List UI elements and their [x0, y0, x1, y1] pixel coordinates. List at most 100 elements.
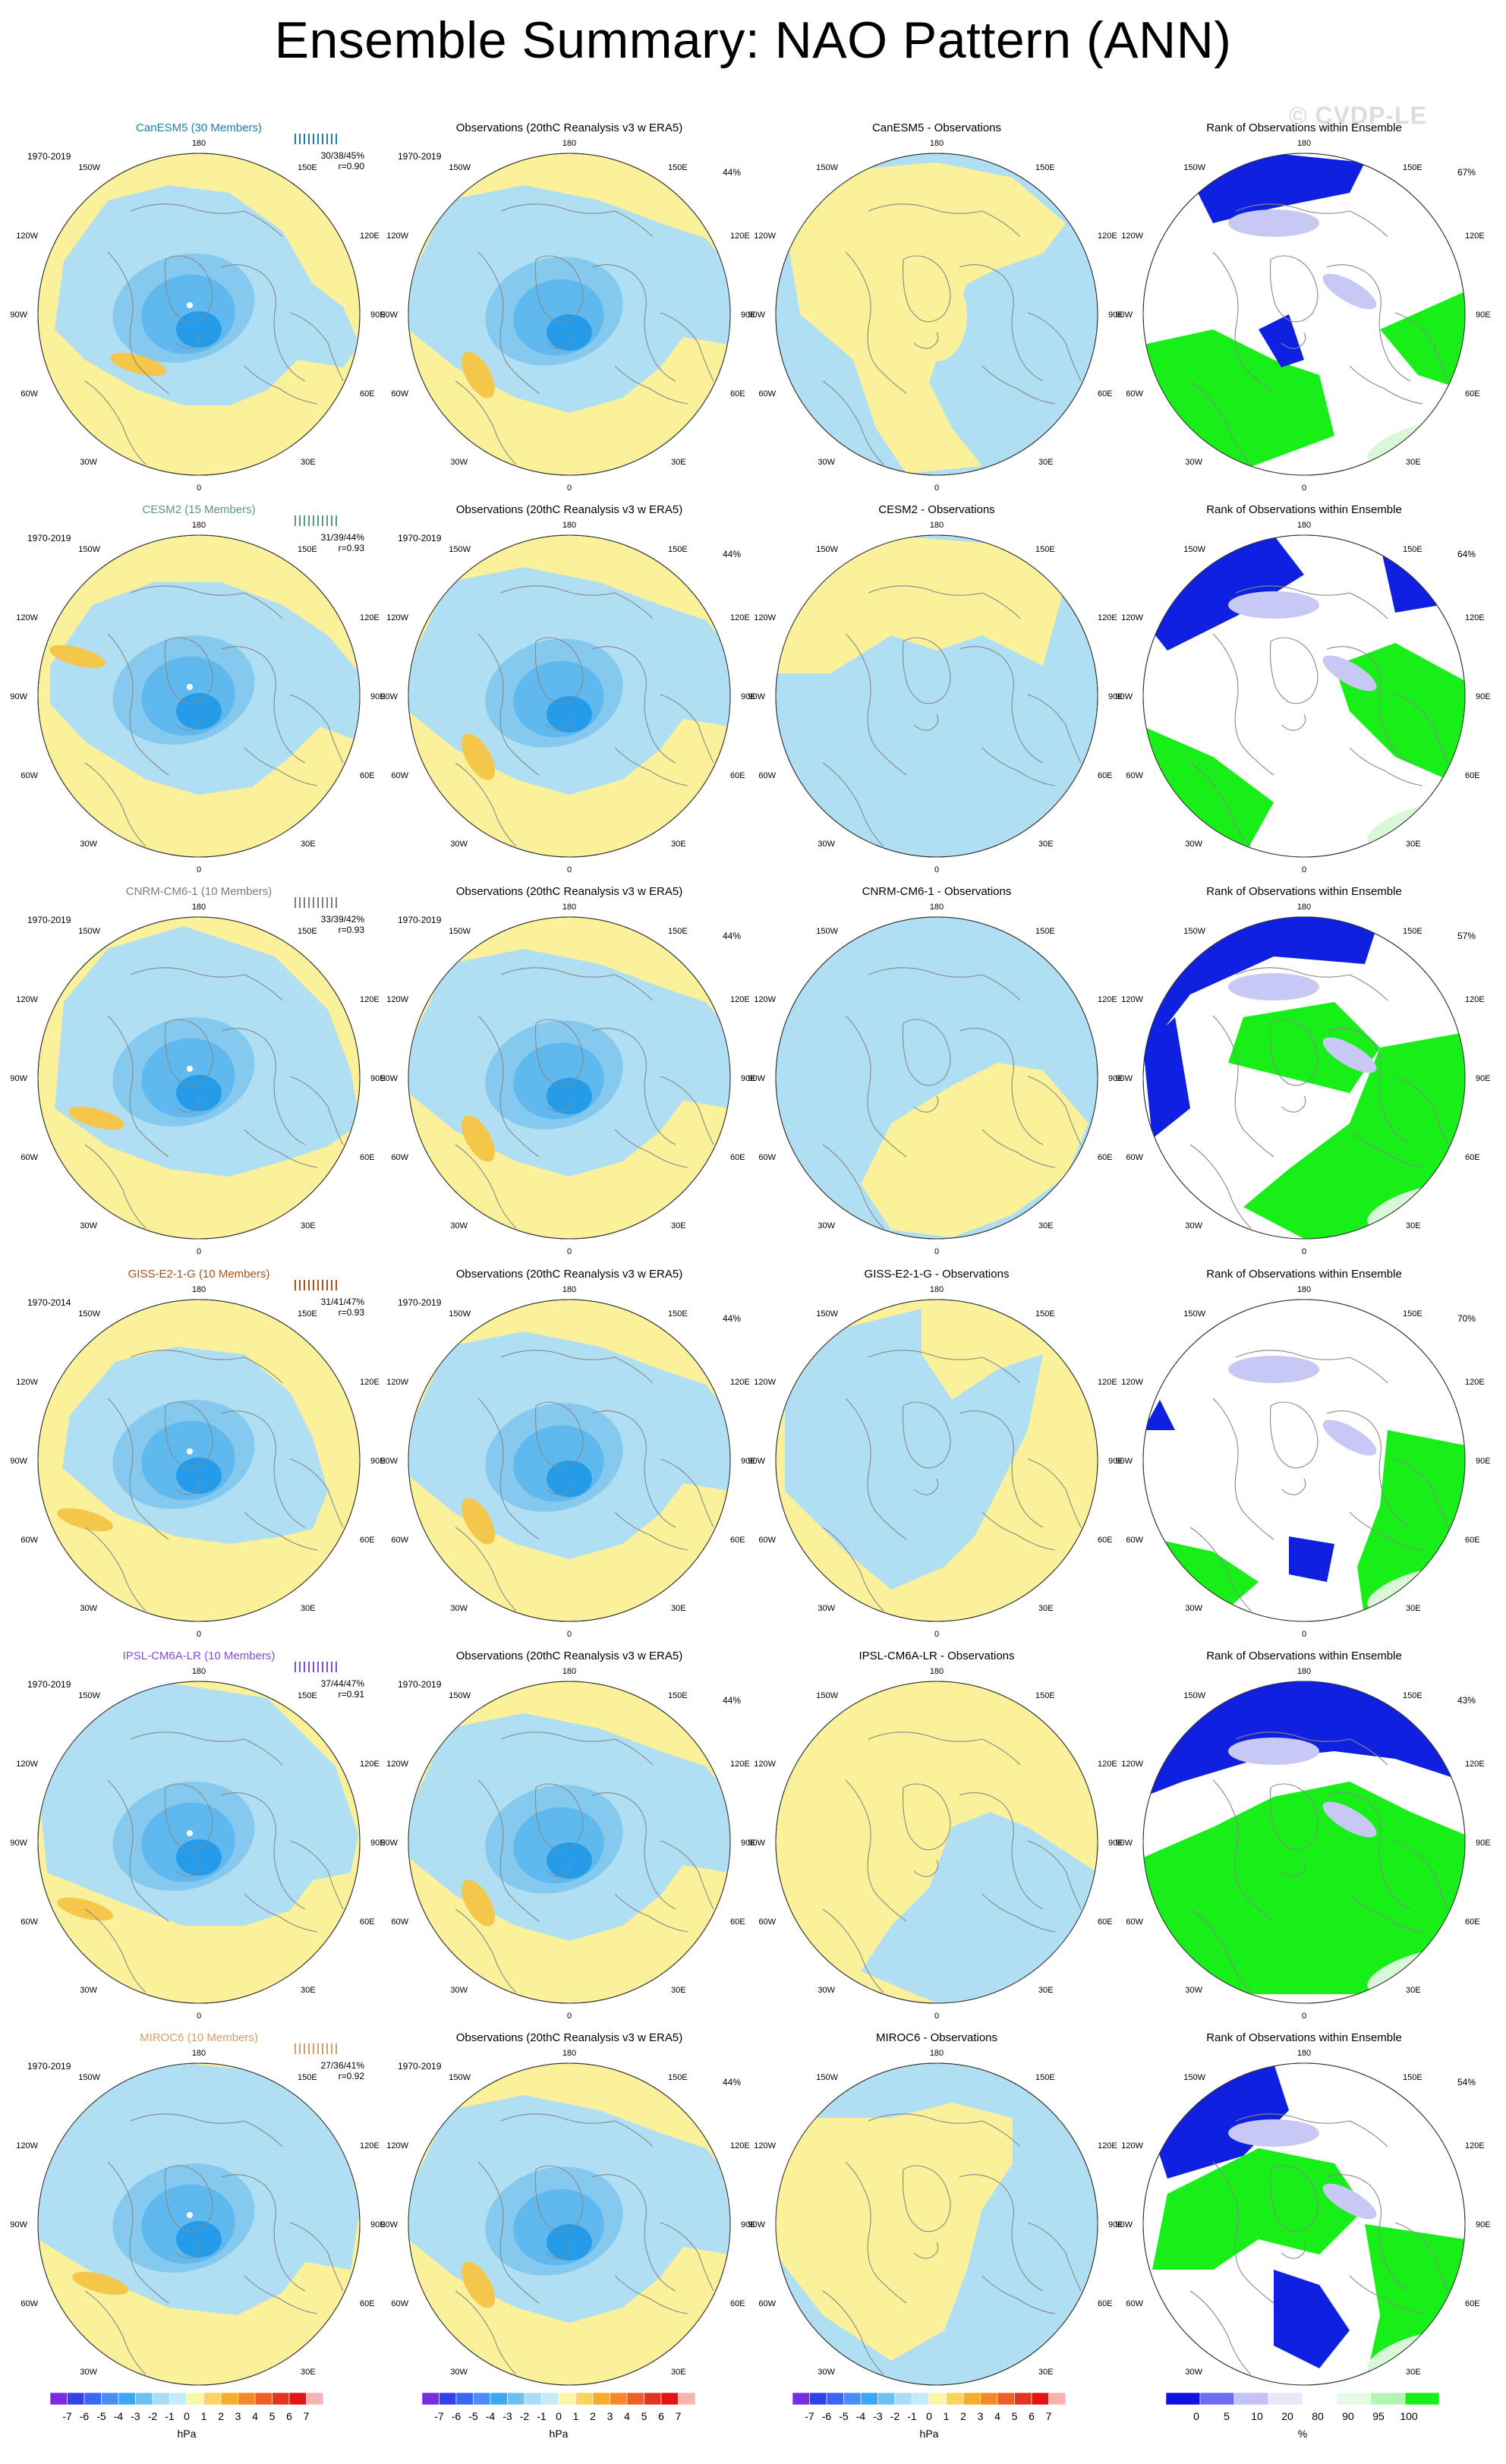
- period-label: 1970-2019: [398, 151, 442, 162]
- map-label-br: 30E: [301, 840, 316, 849]
- map-label-bl: 30W: [818, 1986, 835, 1995]
- positive-lobe: [462, 2261, 495, 2308]
- map-label-bl: 30W: [80, 1221, 97, 1230]
- panel-title: Observations (20thC Reanalysis v3 w ERA5…: [455, 1649, 683, 1662]
- panel-title: GISS-E2-1-G - Observations: [864, 1268, 1010, 1281]
- map-label-mr: 90E: [370, 2220, 386, 2229]
- map-label-lr: 60E: [1465, 1536, 1480, 1545]
- pattern-correlation: r=0.92: [338, 2071, 364, 2081]
- colorbar-tick: 5: [1224, 2410, 1230, 2422]
- map-label-ll: 60W: [391, 2299, 408, 2308]
- map-label-bl: 30W: [80, 1986, 97, 1995]
- coastlines: [822, 967, 1082, 1229]
- map-label-tl: 150W: [816, 2073, 838, 2082]
- map-label-ul: 120W: [386, 995, 408, 1004]
- map-label-ll: 60W: [20, 1153, 38, 1162]
- negative-core-center: [176, 1457, 222, 1494]
- colorbar-tick: -5: [839, 2410, 849, 2422]
- obs-panel: Observations (20thC Reanalysis v3 w ERA5…: [380, 1649, 755, 2021]
- map-label-mr: 90E: [1476, 1457, 1491, 1466]
- member-tick: [331, 1280, 332, 1290]
- map-label-tr: 150E: [668, 927, 688, 936]
- map-border: [37, 2062, 361, 2386]
- member-tick: [313, 134, 314, 144]
- map-label-top: 180: [930, 1667, 944, 1676]
- map-label-tl: 150W: [449, 1691, 471, 1700]
- coastlines: [84, 585, 344, 847]
- member-tick: [331, 134, 332, 144]
- colorbar-swatch: [592, 2392, 610, 2406]
- rank-pct: 54%: [1457, 2077, 1476, 2087]
- map-label-top: 180: [930, 521, 944, 530]
- map-label-bottom: 0: [197, 484, 201, 493]
- pattern-fields: [49, 582, 360, 847]
- colorbar-swatch: [49, 2392, 68, 2406]
- difference-fields: [822, 967, 1089, 1237]
- colorbar-swatch: [524, 2392, 542, 2406]
- map-label-ur: 120E: [1465, 2141, 1485, 2150]
- variance-label: 37/44/47% r=0.91: [288, 1678, 364, 1700]
- coastlines: [84, 203, 344, 465]
- map-label-tl: 150W: [78, 545, 100, 554]
- map-label-ll: 60W: [1126, 2299, 1143, 2308]
- colorbar-swatch: [238, 2392, 256, 2406]
- map-label-tl: 150W: [78, 2073, 100, 2082]
- variance-ratio: 37/44/47%: [320, 1678, 364, 1689]
- colorbar-tick: 20: [1281, 2410, 1293, 2422]
- colorbar-swatch: [1233, 2392, 1269, 2406]
- page-title: Ensemble Summary: NAO Pattern (ANN): [274, 11, 1232, 69]
- member-tick: [308, 897, 310, 908]
- map-label-bottom: 0: [1302, 1247, 1306, 1256]
- map-label-top: 180: [1297, 139, 1311, 148]
- map-label-bl: 30W: [1185, 2368, 1202, 2377]
- map-label-ml: 90W: [1115, 310, 1133, 320]
- rank-pct: 64%: [1457, 549, 1476, 559]
- colorbar-tick: -6: [452, 2410, 462, 2422]
- colorbar-tick: 7: [676, 2410, 682, 2422]
- member-tick: [308, 1662, 310, 1672]
- colorbar-swatch: [288, 2392, 307, 2406]
- panel-title: MIROC6 - Observations: [875, 2031, 998, 2044]
- map-border: [1142, 2062, 1466, 2386]
- map-label-lr: 60E: [1098, 1917, 1113, 1927]
- map-label-bl: 30W: [450, 1604, 468, 1613]
- map-border: [37, 1299, 361, 1622]
- map-label-tr: 150E: [668, 2073, 688, 2082]
- map-label-top: 180: [192, 2049, 206, 2058]
- member-tick: [322, 134, 323, 144]
- member-tick: [299, 1280, 301, 1290]
- map-label-mr: 90E: [1476, 1839, 1491, 1848]
- map-label-br: 30E: [671, 1604, 686, 1613]
- variance-label: 31/39/44% r=0.93: [288, 532, 364, 553]
- map-label-lr: 60E: [1465, 771, 1480, 780]
- colorbar-swatch: [186, 2392, 204, 2406]
- member-tick: [295, 897, 296, 908]
- coastlines: [1189, 1731, 1449, 1993]
- map-label-ur: 120E: [730, 1760, 750, 1769]
- colorbar-swatch: [67, 2392, 85, 2406]
- map-label-top: 180: [930, 2049, 944, 2058]
- member-tick: [326, 2043, 328, 2054]
- map-label-top: 180: [1297, 521, 1311, 530]
- colorbar-tick: 4: [994, 2410, 1000, 2422]
- period-label: 1970-2019: [398, 533, 442, 544]
- panel-title: IPSL-CM6A-LR (10 Members): [122, 1649, 276, 1662]
- rank-fields: [1143, 917, 1465, 1239]
- map-label-tl: 150W: [1183, 2073, 1205, 2082]
- colorbar-tick: 0: [1193, 2410, 1199, 2422]
- colorbar-swatch: [1370, 2392, 1406, 2406]
- map-label-ur: 120E: [1098, 995, 1117, 1004]
- map-label-tr: 150E: [1403, 1309, 1423, 1319]
- colorbar-swatch: [912, 2392, 930, 2406]
- colorbar-tick: -5: [468, 2410, 478, 2422]
- colorbar-tick: 5: [269, 2410, 276, 2422]
- map-border: [1142, 1299, 1466, 1622]
- map-label-ul: 120W: [386, 2141, 408, 2150]
- member-tick: [331, 2043, 332, 2054]
- colorbar-tick: 4: [624, 2410, 630, 2422]
- map-label-tr: 150E: [298, 927, 317, 936]
